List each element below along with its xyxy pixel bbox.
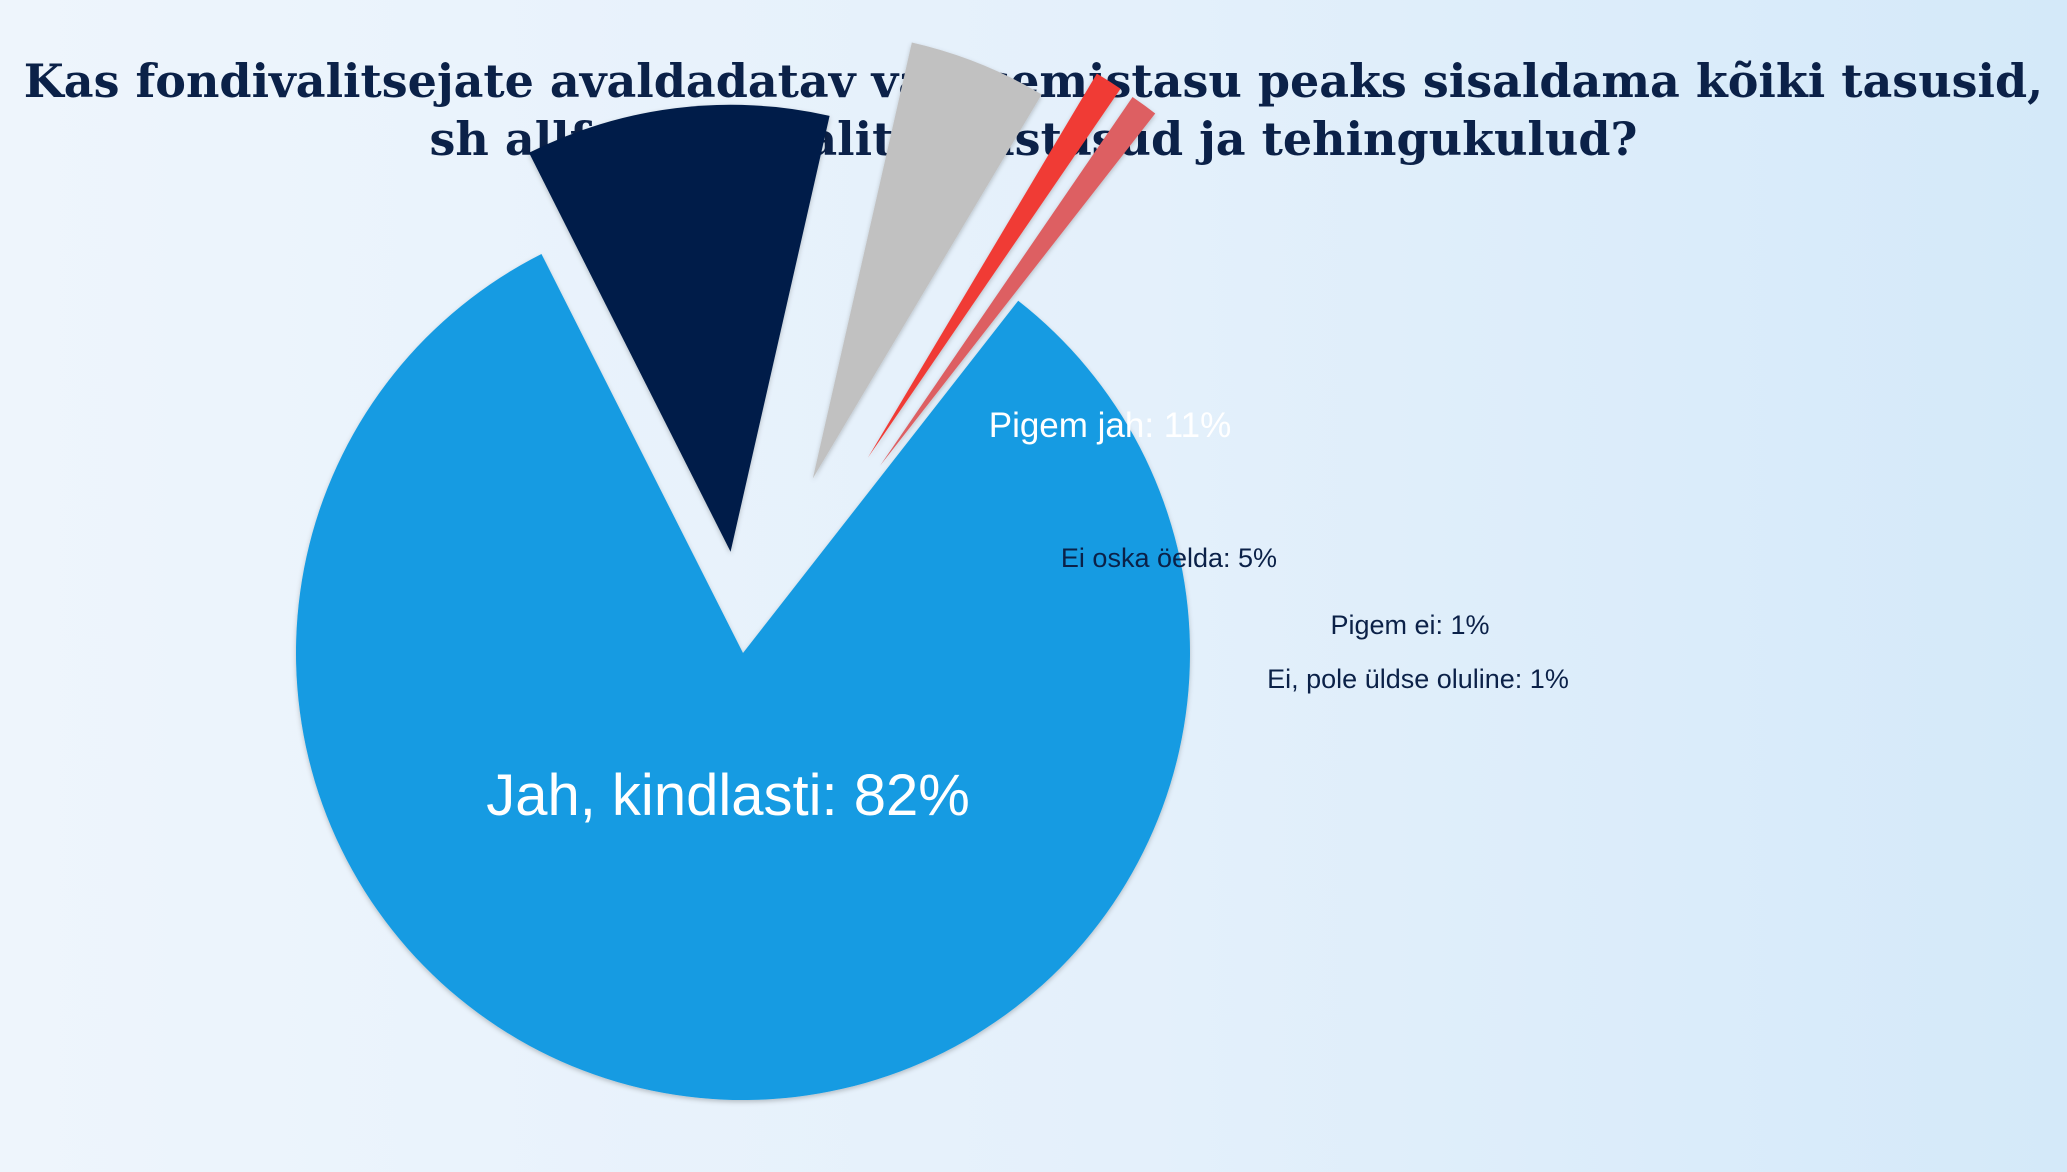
- pie-label-5: Ei, pole üldse oluline: 1%: [1267, 664, 1569, 694]
- pie-slice-2: [529, 104, 830, 552]
- pie-slice-5: [880, 96, 1156, 466]
- pie-label-4: Pigem ei: 1%: [1330, 610, 1489, 640]
- pie-slice-1: [296, 254, 1191, 1100]
- pie-label-3: Ei oska öelda: 5%: [1061, 543, 1277, 573]
- pie-slices: [296, 42, 1191, 1100]
- pie-slice-3: [812, 42, 1042, 479]
- pie-slice-4: [867, 73, 1121, 458]
- pie-label-2: Pigem jah: 11%: [989, 406, 1232, 445]
- pie-label-1: Jah, kindlasti: 82%: [486, 763, 970, 828]
- pie-labels: Jah, kindlasti: 82% Pigem jah: 11% Ei oska…: [486, 406, 1569, 828]
